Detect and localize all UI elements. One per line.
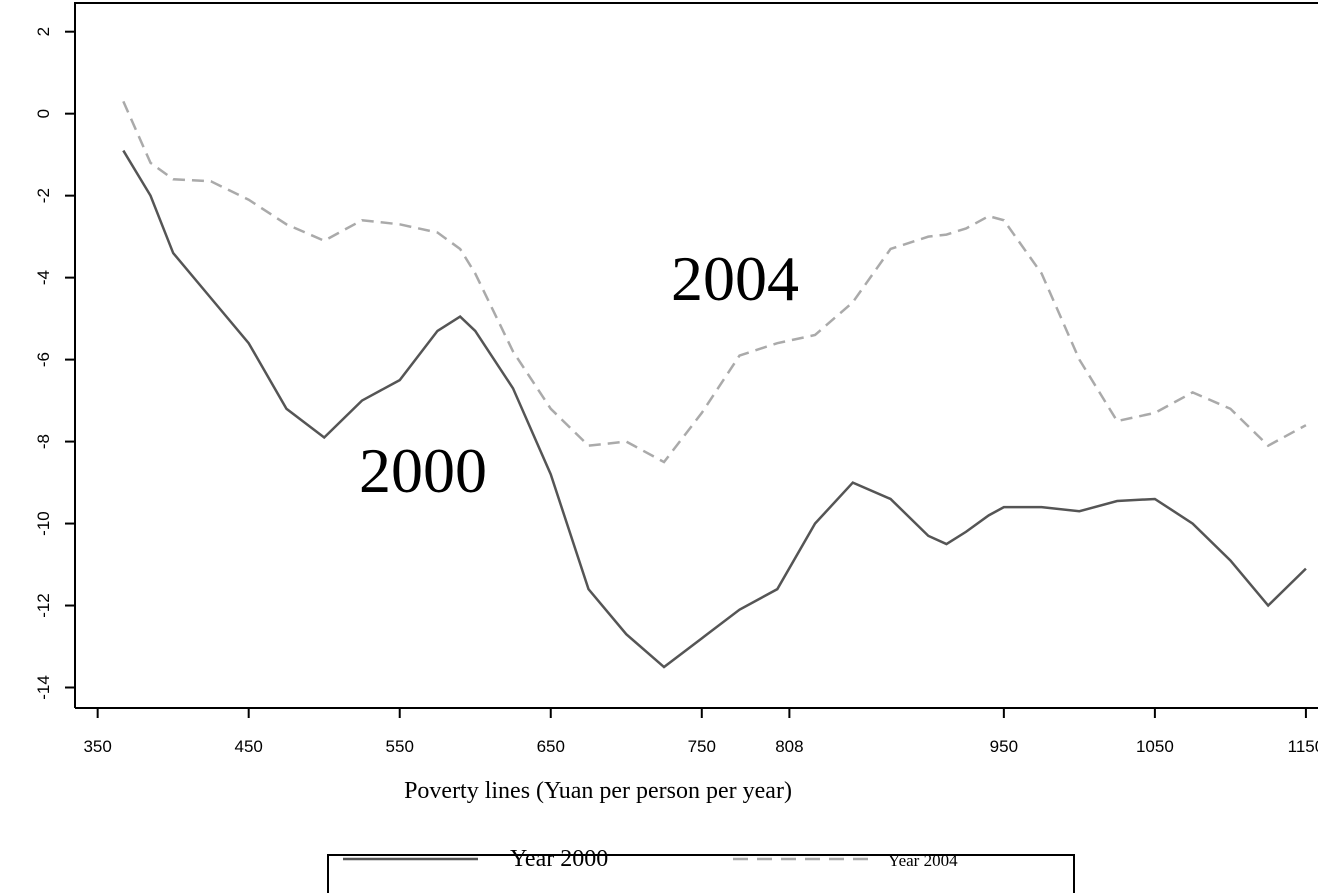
y-tick-label: -12 [34,593,53,618]
x-tick-label: 750 [688,737,716,756]
plot-frame [74,2,1318,708]
x-tick-label: 650 [537,737,565,756]
x-tick-label: 950 [990,737,1018,756]
y-tick-label: 0 [34,109,53,118]
y-tick-label: 2 [34,27,53,36]
y-tick-label: -8 [34,434,53,449]
x-tick-label: 1050 [1136,737,1174,756]
x-tick-label: 550 [386,737,414,756]
x-tick-label: 450 [235,737,263,756]
x-axis-label: Poverty lines (Yuan per person per year) [404,778,792,804]
legend-label: Year 2004 [888,851,958,870]
y-tick-label: -6 [34,352,53,367]
annotation: 2004 [671,243,799,314]
y-tick-label: -2 [34,188,53,203]
x-tick-label: 1150 [1288,737,1318,756]
y-tick-label: -4 [34,270,53,285]
legend-label: Year 2000 [510,846,608,872]
y-tick-label: -10 [34,511,53,536]
x-tick-label: 808 [775,737,803,756]
annotation: 2000 [359,435,487,506]
series-line [122,100,1307,464]
series-line [122,149,1307,669]
x-tick-label: 350 [83,737,111,756]
legend-box [327,854,1075,893]
y-tick-label: -14 [34,675,53,700]
